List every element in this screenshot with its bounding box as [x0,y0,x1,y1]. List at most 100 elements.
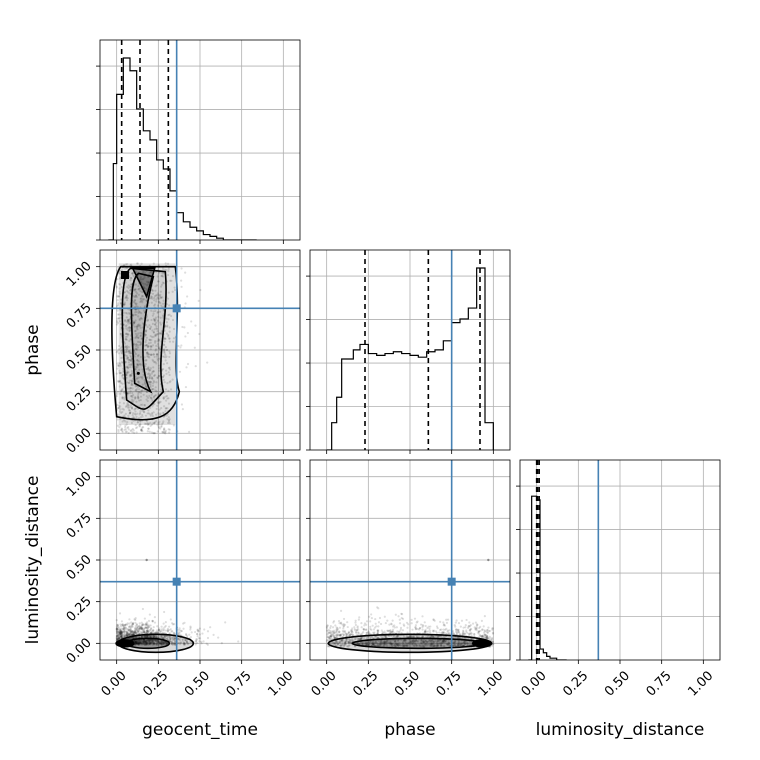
sample-point [180,403,184,406]
sample-point [354,638,357,641]
sample-point [325,639,328,643]
sample-point [123,635,126,638]
sample-point [145,288,148,291]
sample-point [167,389,170,393]
sample-point [162,640,165,643]
sample-point [171,290,174,293]
sample-point [422,645,426,648]
sample-point [167,268,170,271]
sample-point [401,629,405,632]
sample-point [365,631,369,635]
sample-point [140,639,143,642]
sample-point [130,395,133,398]
sample-point [383,630,386,633]
sample-point [123,627,126,630]
sample-point [149,421,152,425]
sample-point [137,640,140,643]
sample-point [463,643,467,646]
sample-point [145,631,148,635]
sample-point [491,627,494,630]
sample-point [116,630,120,633]
sample-point [138,636,141,639]
sample-point [377,639,380,643]
sample-point [124,325,127,328]
sample-point [148,624,151,627]
sample-point [141,298,144,301]
sample-point [424,639,427,643]
sample-point [151,629,154,633]
sample-point [147,355,150,358]
sample-point [139,389,143,393]
sample-point [195,641,198,645]
sample-point [136,641,139,645]
sample-point [331,641,335,644]
sample-point [365,631,368,634]
sample-point [129,285,133,288]
sample-point [160,330,163,333]
sample-point [440,628,443,631]
sample-point [173,643,176,646]
sample-point [152,353,155,356]
sample-point [135,292,139,295]
sample-point [125,373,128,376]
sample-point [133,631,136,634]
sample-point [153,341,157,344]
sample-point [121,396,124,399]
sample-point [367,643,370,646]
sample-point [164,345,167,349]
sample-point [333,636,336,640]
sample-point [474,621,478,624]
sample-point [146,399,149,403]
sample-point [136,630,140,633]
sample-point [342,633,345,637]
sample-point [149,640,153,644]
sample-point [348,638,351,641]
sample-point [146,631,149,635]
sample-point [428,629,431,632]
sample-point [135,400,138,403]
sample-point [384,643,387,646]
sample-point [367,643,371,646]
sample-point [169,388,173,391]
sample-point [134,642,138,645]
sample-point [159,296,163,299]
sample-point [441,641,444,644]
sample-point [120,411,123,414]
sample-point [206,636,210,640]
sample-point [338,634,342,637]
sample-point [406,642,409,645]
sample-point [137,380,140,383]
sample-point [426,635,429,638]
sample-point [366,640,370,644]
sample-point [329,626,332,630]
sample-point [198,332,201,336]
sample-point [350,630,353,633]
sample-point [457,628,460,631]
sample-point [142,641,146,644]
sample-point [453,644,456,647]
sample-point [423,630,427,633]
sample-point [393,640,396,644]
sample-point [159,642,163,645]
sample-point [127,633,131,636]
sample-point [126,633,129,637]
sample-point [135,325,138,328]
sample-point [364,628,368,631]
sample-point [400,612,403,615]
sample-point [120,620,124,623]
sample-point [117,634,121,637]
sample-point [143,631,146,634]
sample-point [150,396,153,399]
sample-point [442,624,445,627]
sample-point [406,644,409,647]
sample-point [120,635,123,638]
sample-point [157,375,161,378]
sample-point [413,641,416,644]
sample-point [167,318,170,321]
sample-point [383,642,386,645]
sample-point [119,269,122,273]
sample-point [158,408,161,411]
sample-point [409,639,412,643]
sample-point [158,642,162,645]
sample-point [123,630,126,633]
